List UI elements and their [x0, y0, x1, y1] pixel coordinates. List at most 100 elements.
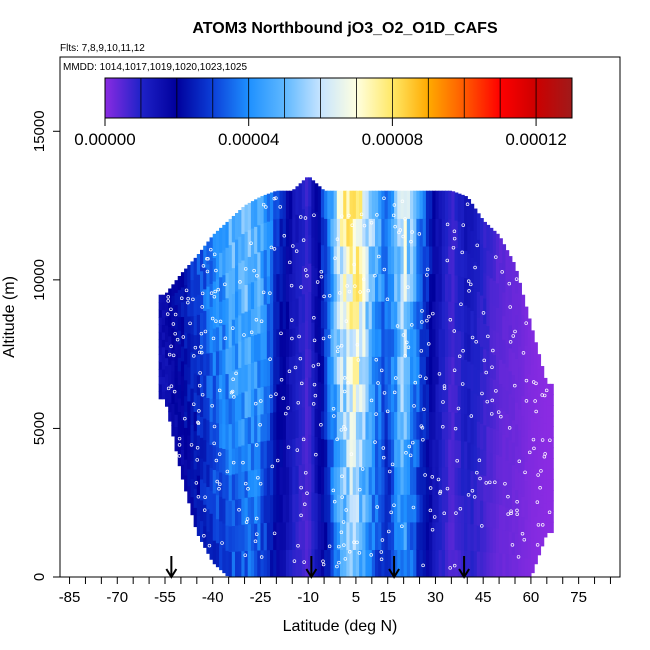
heatmap-cell [422, 190, 427, 219]
sample-marker [316, 362, 321, 367]
sample-marker [461, 223, 466, 227]
heatmap-cell [187, 265, 192, 283]
sample-marker [421, 437, 425, 442]
heatmap-cell [499, 310, 503, 336]
heatmap-cell [343, 245, 347, 275]
heatmap-cell [486, 250, 491, 276]
heatmap-cell [495, 233, 500, 259]
sample-marker [452, 329, 457, 333]
heatmap-cell [537, 540, 542, 556]
sample-marker [405, 340, 409, 345]
sample-marker [436, 477, 441, 482]
heatmap-cell [495, 307, 500, 333]
heatmap-cell [464, 332, 468, 360]
heatmap-cell [534, 421, 538, 438]
heatmap-cell [419, 218, 424, 247]
heatmap-cell [209, 260, 214, 284]
heatmap-cell [260, 413, 265, 442]
heatmap-cell [352, 521, 357, 551]
heatmap-cell [289, 521, 293, 551]
heatmap-cell [158, 309, 163, 318]
heatmap-cell [381, 273, 386, 302]
heatmap-cell [448, 494, 452, 523]
sample-marker [268, 291, 272, 295]
sample-marker [548, 438, 552, 442]
heatmap-cell [381, 218, 386, 247]
heatmap-cell [435, 356, 440, 385]
heatmap-cell [445, 466, 449, 495]
heatmap-cell [222, 324, 227, 350]
heatmap-cell [180, 331, 185, 347]
sample-marker [244, 481, 248, 486]
heatmap-cell [235, 395, 239, 422]
heatmap-cell [489, 452, 494, 478]
heatmap-cell [289, 218, 293, 247]
heatmap-cell [215, 254, 220, 280]
x-axis: -85 -70 -55 -40 -25 -10 5 15 30 45 60 75 [59, 577, 611, 606]
heatmap-cell [400, 273, 405, 302]
heatmap-cell [177, 343, 182, 358]
sample-marker [279, 331, 283, 336]
heatmap-cell [454, 549, 459, 577]
heatmap-cell [534, 484, 538, 501]
heatmap-cell [375, 439, 379, 468]
heatmap-cell [190, 315, 195, 335]
heatmap-cell [235, 291, 239, 318]
heatmap-cell [387, 273, 392, 302]
sample-marker [428, 508, 433, 513]
heatmap-cell [451, 549, 456, 577]
heatmap-cell [457, 357, 462, 386]
heatmap-cell [530, 382, 535, 401]
heatmap-cell [457, 440, 462, 469]
heatmap-cell [161, 309, 166, 318]
heatmap-cell [476, 395, 481, 422]
heatmap-cell [441, 356, 446, 385]
heatmap-cell [260, 332, 265, 360]
heatmap-cell [492, 255, 497, 281]
heatmap-cell [203, 331, 207, 354]
heatmap-cell [355, 411, 360, 440]
heatmap-cell [311, 463, 316, 493]
heatmap-cell [190, 496, 195, 516]
heatmap-cell [406, 273, 411, 302]
heatmap-cell [483, 298, 487, 324]
heatmap-cell [241, 339, 246, 367]
sample-marker [249, 241, 253, 245]
heatmap-cell [362, 273, 367, 302]
heatmap-cell [273, 439, 277, 468]
sample-marker [473, 265, 477, 270]
heatmap-cell [546, 458, 551, 470]
heatmap-cell [219, 545, 223, 571]
sample-marker [331, 406, 336, 411]
heatmap-cell [222, 522, 227, 549]
heatmap-cell [190, 261, 195, 281]
heatmap-cell [247, 202, 252, 231]
heatmap-cell [228, 372, 233, 399]
sample-marker [281, 396, 285, 401]
heatmap-cell [305, 491, 309, 521]
heatmap-cell [324, 301, 328, 330]
heatmap-cell [235, 317, 239, 344]
heatmap-cell [180, 464, 185, 480]
sample-marker [346, 381, 350, 385]
heatmap-cell [534, 452, 538, 470]
heatmap-cell [476, 525, 481, 552]
heatmap-cell [180, 360, 185, 377]
sample-marker [212, 424, 217, 429]
heatmap-cell [295, 381, 300, 411]
heatmap-cell [406, 521, 411, 551]
sample-marker [210, 316, 215, 321]
heatmap-cell [518, 345, 522, 368]
heatmap-cell [324, 383, 328, 413]
heatmap-cell [238, 236, 242, 264]
sample-marker [382, 196, 386, 201]
heatmap-cell [174, 280, 179, 293]
heatmap-cell [241, 497, 246, 525]
heatmap-cell [171, 425, 176, 437]
heatmap-cell [397, 466, 402, 495]
heatmap-cell [174, 426, 179, 440]
heatmap-cell [282, 301, 287, 330]
heatmap-cell [543, 525, 548, 538]
heatmap-cell [212, 540, 217, 565]
heatmap-cell [413, 245, 417, 275]
